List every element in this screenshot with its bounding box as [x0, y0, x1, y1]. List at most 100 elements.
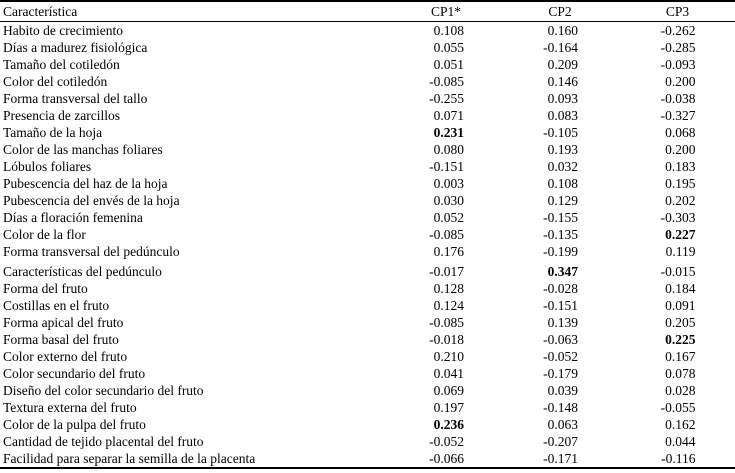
- table-row: Forma basal del fruto -0.018 -0.063 0.225: [0, 331, 735, 348]
- cell-cp3: -0.015: [620, 260, 735, 280]
- cell-cp2: 0.093: [500, 90, 620, 107]
- cell-cp2: -0.179: [500, 365, 620, 382]
- cell-cp2: 0.209: [500, 56, 620, 73]
- cell-caracteristica: Costillas en el fruto: [3, 297, 110, 313]
- column-header-cp3: CP3: [620, 1, 735, 22]
- value-cp2: 0.108: [547, 175, 578, 191]
- cell-caracteristica: Forma transversal del pedúnculo: [3, 243, 180, 259]
- value-cp3: 0.028: [665, 382, 696, 398]
- cell-cp3: 0.195: [620, 175, 735, 192]
- cell-caracteristica: Tamaño del cotiledón: [3, 56, 120, 72]
- table-row: Presencia de zarcillos 0.071 0.083 -0.327: [0, 107, 735, 124]
- value-cp2: 0.160: [547, 22, 578, 38]
- value-cp2: -0.155: [543, 209, 578, 225]
- cell-caracteristica: Color de las manchas foliares: [3, 141, 163, 157]
- value-cp2: 0.146: [547, 73, 578, 89]
- cell-cp1: 0.055: [392, 39, 500, 56]
- value-cp1: 0.231: [433, 124, 464, 140]
- cell-cp1: 0.051: [392, 56, 500, 73]
- value-cp3: 0.119: [665, 243, 696, 259]
- table-row: Forma transversal del tallo -0.255 0.093 -0…: [0, 90, 735, 107]
- cell-caracteristica: Habito de crecimiento: [3, 22, 123, 38]
- cell-cp1: 0.176: [392, 243, 500, 260]
- value-cp1: 0.055: [433, 39, 464, 55]
- table-row: Costillas en el fruto 0.124 -0.151 0.091: [0, 297, 735, 314]
- cell-cp1: 0.124: [392, 297, 500, 314]
- cell-cp1: -0.017: [392, 260, 500, 280]
- value-cp3: -0.303: [660, 209, 696, 225]
- value-cp2: 0.093: [547, 90, 578, 106]
- cell-cp1: -0.066: [392, 450, 500, 468]
- value-cp1: -0.085: [429, 314, 464, 330]
- cell-cp2: -0.105: [500, 124, 620, 141]
- cell-cp3: -0.262: [620, 22, 735, 40]
- value-cp3: -0.038: [660, 90, 696, 106]
- cell-cp1: -0.151: [392, 158, 500, 175]
- cell-cp2: 0.129: [500, 192, 620, 209]
- cell-cp1: 0.030: [392, 192, 500, 209]
- value-cp3: 0.078: [665, 365, 696, 381]
- value-cp3: -0.262: [660, 22, 696, 38]
- cell-caracteristica: Presencia de zarcillos: [3, 107, 120, 123]
- value-cp3: 0.162: [665, 416, 696, 432]
- cell-cp3: 0.078: [620, 365, 735, 382]
- cell-cp1: -0.085: [392, 73, 500, 90]
- table-row: Forma transversal del pedúnculo 0.176 -0.1…: [0, 243, 735, 260]
- cell-cp2: 0.193: [500, 141, 620, 158]
- value-cp3: -0.055: [660, 399, 696, 415]
- value-cp1: 0.128: [433, 280, 464, 296]
- table-body: Habito de crecimiento 0.108 0.160 -0.262 Día…: [0, 22, 735, 469]
- value-cp1: 0.108: [433, 22, 464, 38]
- value-cp2: -0.105: [543, 124, 578, 140]
- table-row: Facilidad para separar la semilla de la …: [0, 450, 735, 468]
- value-cp1: 0.003: [433, 175, 464, 191]
- table-row: Forma del fruto 0.128 -0.028 0.184: [0, 280, 735, 297]
- value-cp3: 0.200: [665, 141, 696, 157]
- value-cp2: -0.164: [543, 39, 578, 55]
- cell-cp2: -0.155: [500, 209, 620, 226]
- cell-caracteristica: Características del pedúnculo: [3, 263, 162, 279]
- value-cp3: 0.225: [665, 331, 696, 347]
- value-cp2: 0.347: [547, 263, 578, 279]
- value-cp1: 0.080: [433, 141, 464, 157]
- cell-caracteristica: Forma apical del fruto: [3, 314, 124, 330]
- cell-caracteristica: Color externo del fruto: [3, 348, 128, 364]
- cell-caracteristica: Lóbulos foliares: [3, 158, 92, 174]
- cell-cp1: -0.085: [392, 314, 500, 331]
- cell-cp3: -0.303: [620, 209, 735, 226]
- cell-cp2: -0.135: [500, 226, 620, 243]
- value-cp2: 0.039: [547, 382, 578, 398]
- cell-caracteristica: Forma basal del fruto: [3, 331, 119, 347]
- value-cp2: -0.028: [543, 280, 578, 296]
- table-row: Pubescencia del haz de la hoja 0.003 0.108…: [0, 175, 735, 192]
- cell-cp3: -0.093: [620, 56, 735, 73]
- value-cp3: 0.183: [665, 158, 696, 174]
- cell-caracteristica: Color secundario del fruto: [3, 365, 146, 381]
- value-cp2: 0.063: [547, 416, 578, 432]
- value-cp3: 0.195: [665, 175, 696, 191]
- value-cp1: 0.069: [433, 382, 464, 398]
- value-cp1: -0.085: [429, 73, 464, 89]
- cell-caracteristica: Textura externa del fruto: [3, 399, 137, 415]
- column-header-cp2: CP2: [500, 1, 620, 22]
- value-cp2: 0.083: [547, 107, 578, 123]
- cell-caracteristica: Color de la pulpa del fruto: [3, 416, 146, 432]
- cell-cp1: -0.018: [392, 331, 500, 348]
- cell-cp2: -0.171: [500, 450, 620, 468]
- value-cp3: 0.200: [665, 73, 696, 89]
- value-cp1: 0.236: [433, 416, 464, 432]
- cell-caracteristica: Facilidad para separar la semilla de la …: [3, 450, 256, 466]
- value-cp1: 0.176: [433, 243, 464, 259]
- value-cp2: -0.151: [543, 297, 578, 313]
- table-row: Tamaño del cotiledón 0.051 0.209 -0.093: [0, 56, 735, 73]
- cell-caracteristica: Días a floración femenina: [3, 209, 143, 225]
- cell-caracteristica: Forma transversal del tallo: [3, 90, 148, 106]
- cell-caracteristica: Forma del fruto: [3, 280, 88, 296]
- cell-caracteristica: Pubescencia del envés de la hoja: [3, 192, 180, 208]
- table-row: Días a madurez fisiológica 0.055 -0.164 -0.…: [0, 39, 735, 56]
- cell-cp3: 0.202: [620, 192, 735, 209]
- value-cp1: -0.066: [429, 450, 464, 466]
- table-row: Tamaño de la hoja 0.231 -0.105 0.068: [0, 124, 735, 141]
